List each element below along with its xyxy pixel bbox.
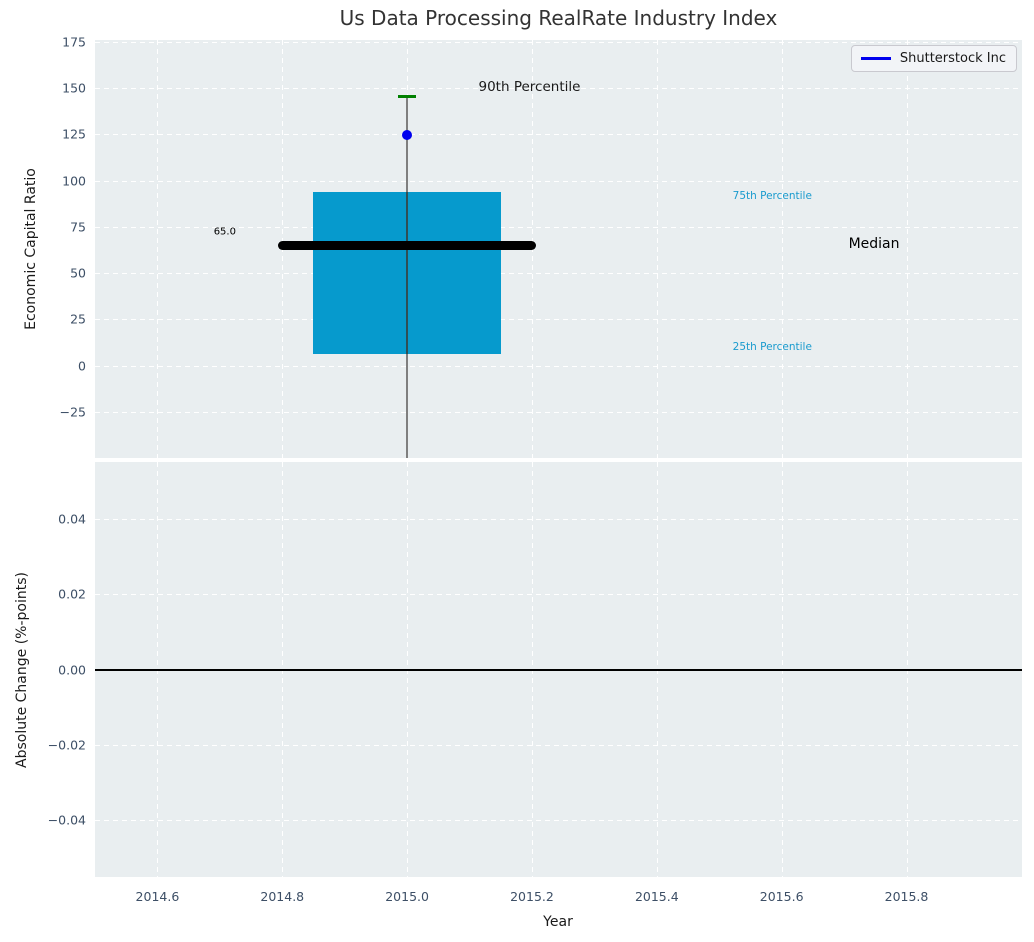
- y-tick-label: −0.04: [47, 812, 86, 828]
- annotation-90th-percentile: 90th Percentile: [478, 78, 581, 95]
- y-gridline: [95, 134, 1022, 136]
- top-axes: Shutterstock Inc 175 150 125 100 75 50 25 0 −25 9…: [60, 34, 1022, 458]
- y-tick-label: 0.04: [58, 511, 86, 527]
- y-gridline: [95, 518, 1022, 520]
- median-line: [277, 240, 537, 250]
- y-gridline: [95, 88, 1022, 90]
- x-tick-label: 2014.8: [260, 889, 305, 904]
- bottom-axes: 2014.6 2014.8 2015.0 2015.2 2015.4 2015.6 2015…: [48, 462, 1022, 904]
- company-point: [402, 130, 413, 141]
- y-tick-label: 50: [70, 265, 86, 281]
- y-gridline: [95, 365, 1022, 367]
- x-tick-label: 2015.4: [634, 889, 679, 904]
- y-gridline: [95, 820, 1022, 822]
- x-tick-label: 2015.8: [884, 889, 929, 904]
- legend-label: Shutterstock Inc: [899, 51, 1006, 66]
- x-gridline: [781, 40, 783, 458]
- annotation-65-0: 65.0: [213, 226, 236, 238]
- x-tick-label: 2015.6: [759, 889, 804, 904]
- whisker-line-inner: [406, 191, 408, 355]
- y-tick-label: 25: [70, 311, 86, 327]
- x-gridline: [656, 40, 658, 458]
- whisker-cap-90th: [397, 94, 417, 98]
- annotation-median: Median: [848, 236, 900, 253]
- y-gridline: [95, 226, 1022, 228]
- chart-title: Us Data Processing RealRate Industry Ind…: [339, 6, 778, 30]
- y-gridline: [95, 273, 1022, 275]
- y-gridline: [95, 411, 1022, 413]
- y-tick-label: −0.02: [47, 737, 86, 753]
- y-tick-label: 0: [78, 358, 86, 374]
- x-tick-label: 2014.6: [135, 889, 180, 904]
- y-gridline: [95, 594, 1022, 596]
- x-gridline: [906, 40, 908, 458]
- legend-line-icon: [860, 57, 891, 60]
- y-tick-label: 150: [62, 80, 86, 96]
- x-tick-label: 2015.0: [385, 889, 429, 904]
- x-gridline: [157, 40, 159, 458]
- y-tick-label: 175: [62, 34, 86, 50]
- zero-line: [95, 668, 1022, 671]
- y-tick-label: 0.02: [58, 586, 86, 602]
- y-axis-label-bottom: Absolute Change (%-points): [14, 572, 30, 768]
- y-tick-label: 100: [62, 173, 86, 189]
- annotation-25th-percentile: 25th Percentile: [732, 341, 812, 354]
- x-tick-label: 2015.2: [510, 889, 554, 904]
- y-tick-label: −25: [59, 404, 86, 420]
- y-tick-label: 125: [62, 126, 86, 142]
- y-tick-label: 75: [70, 219, 86, 235]
- y-gridline: [95, 744, 1022, 746]
- x-axis-label: Year: [543, 914, 573, 930]
- y-gridline: [95, 319, 1022, 321]
- y-axis-label-top: Economic Capital Ratio: [23, 168, 39, 330]
- annotation-75th-percentile: 75th Percentile: [732, 189, 812, 202]
- legend: Shutterstock Inc: [850, 45, 1017, 72]
- y-tick-label: 0.00: [58, 662, 86, 677]
- y-gridline: [95, 41, 1022, 43]
- y-gridline: [95, 180, 1022, 182]
